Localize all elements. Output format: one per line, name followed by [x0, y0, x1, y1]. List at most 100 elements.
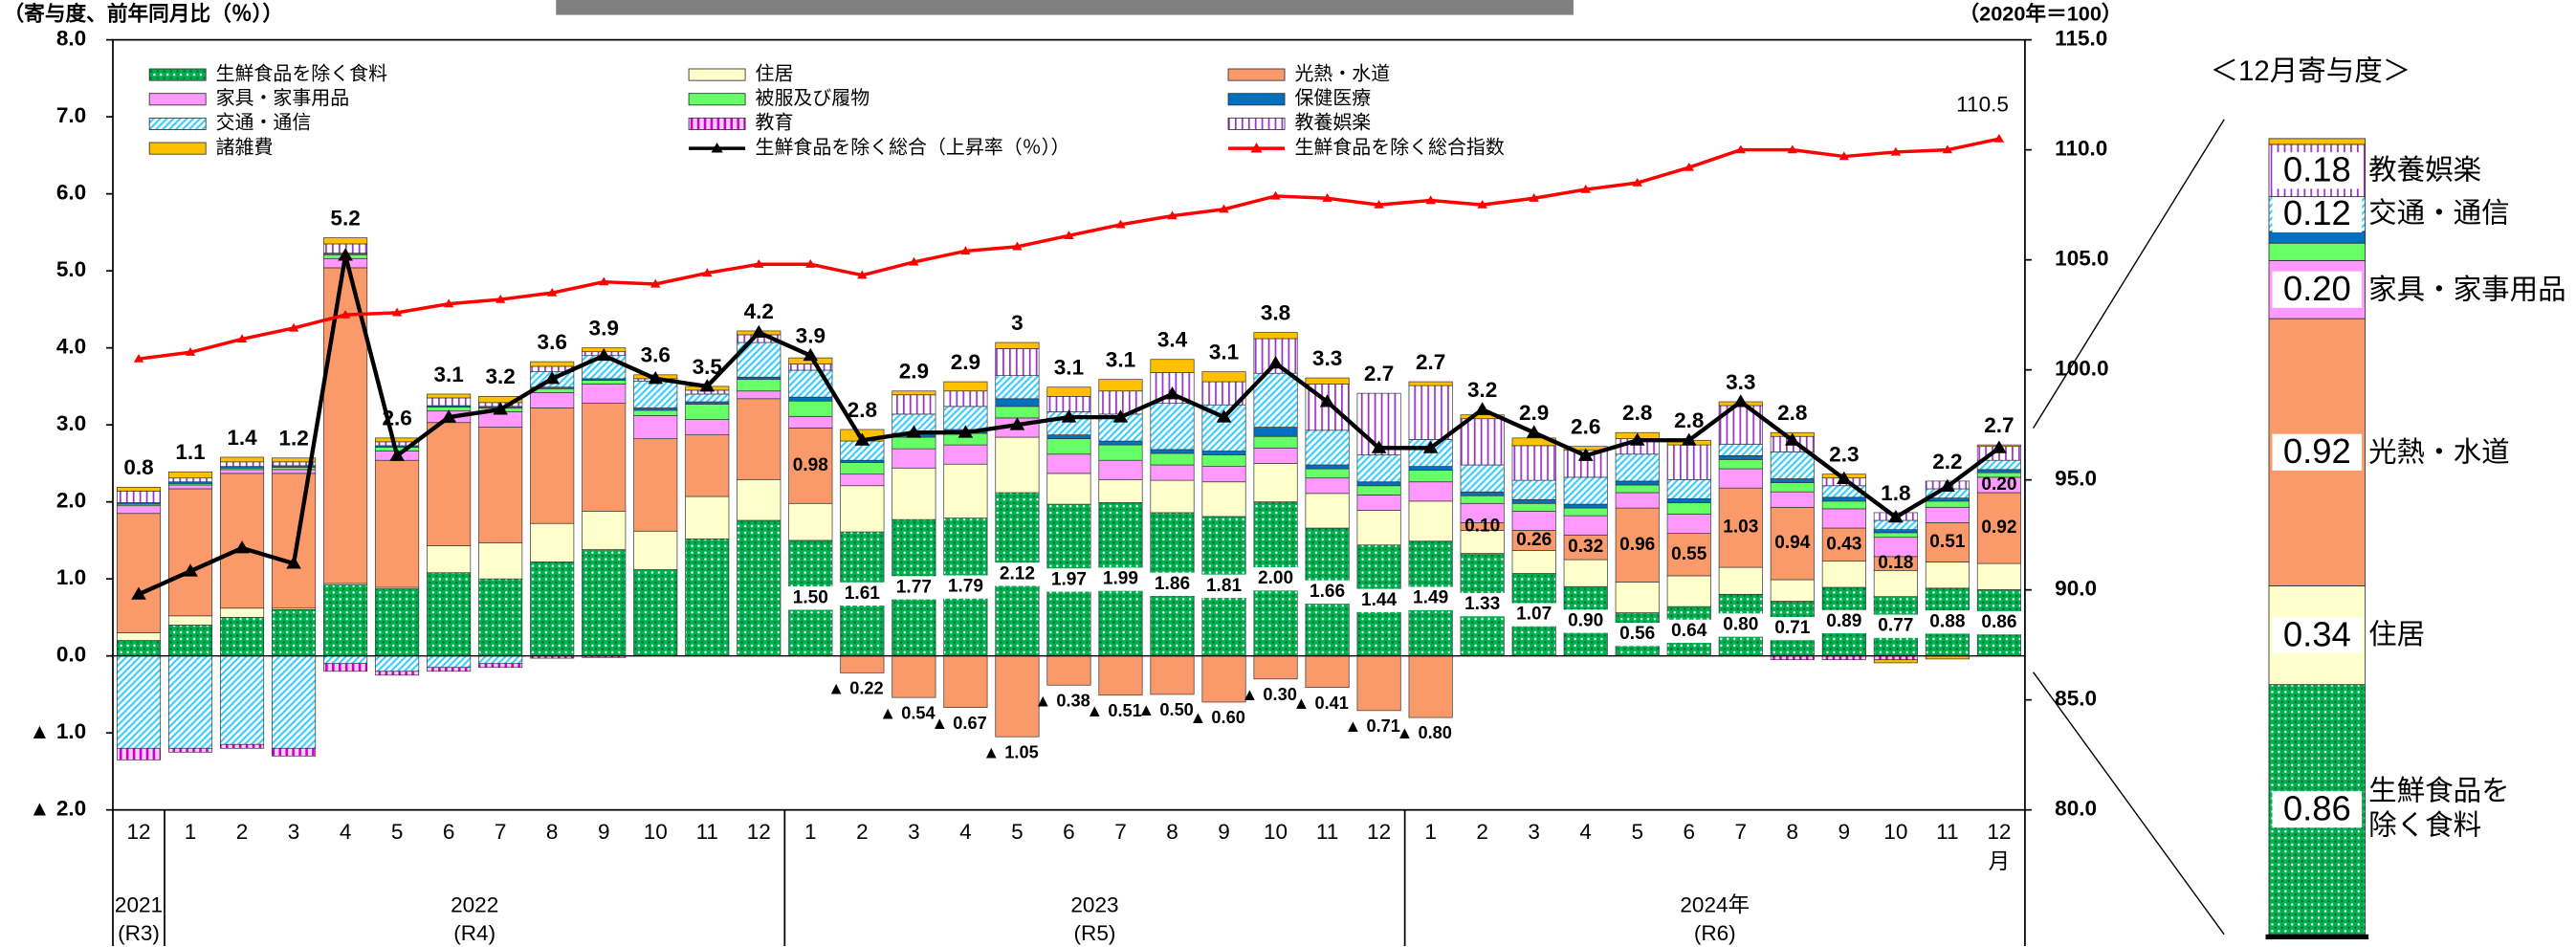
line-value-label: 2.8 — [848, 398, 877, 422]
legend-label: 生鮮食品を除く食料 — [216, 62, 388, 84]
bar-value-label: 1.07 — [1516, 605, 1552, 625]
line-value-label: 3.1 — [433, 363, 463, 386]
bar-segment — [1201, 371, 1246, 383]
bar-segment — [1046, 396, 1091, 412]
x-tick-label: 11 — [1316, 820, 1338, 844]
line-marker — [1115, 219, 1126, 229]
bar-segment — [788, 369, 833, 398]
line-marker — [1784, 432, 1800, 446]
bar-segment — [1046, 473, 1091, 505]
y2-tick-label: 95.0 — [2055, 467, 2097, 491]
line-marker — [1632, 177, 1642, 187]
x-tick-label: 3 — [908, 820, 920, 844]
label-bg — [994, 562, 1041, 586]
bar-value-label: ▲ 0.60 — [1189, 708, 1245, 727]
line-value-label: 3.5 — [693, 355, 722, 379]
x-tick-label: 2 — [236, 820, 249, 844]
bar-segment — [1460, 418, 1505, 466]
y2-tick-label: 85.0 — [2055, 687, 2097, 711]
line-marker — [1322, 193, 1332, 202]
bar-segment — [892, 390, 936, 396]
line-marker — [1993, 133, 2005, 143]
bar-segment — [1770, 482, 1815, 493]
y2-tick-label: 100.0 — [2055, 357, 2108, 381]
bar-segment — [1460, 414, 1505, 420]
legend-swatch — [1227, 68, 1286, 81]
bar-value-label: ▲ 0.80 — [1396, 723, 1452, 742]
label-bg — [1252, 567, 1299, 591]
bar-segment — [1873, 532, 1918, 539]
bar-segment — [1563, 507, 1608, 517]
x-tick-label: 5 — [1011, 820, 1024, 844]
line-value-label: 2.2 — [1932, 450, 1962, 474]
bar-segment — [1046, 438, 1091, 455]
bar-segment — [995, 398, 1040, 407]
line-marker — [1942, 144, 1953, 154]
line-value-label: 110.5 — [1956, 92, 2009, 116]
line-marker — [699, 379, 716, 392]
line-marker — [1684, 162, 1694, 171]
bar-segment — [1718, 455, 1763, 460]
bar-value-label: 1.86 — [1155, 574, 1190, 594]
y-tick-label: 5.0 — [56, 257, 86, 281]
line-value-label: 3.1 — [1209, 340, 1239, 363]
x-tick-label: 9 — [598, 820, 610, 844]
bar-segment — [1460, 491, 1505, 496]
label-bg — [1097, 567, 1144, 591]
bar-segment — [530, 361, 575, 367]
line-value-label: 3.2 — [486, 364, 516, 388]
bar-segment — [633, 438, 678, 532]
y-axis-label: （寄与度、前年同月比（％）） — [3, 1, 283, 25]
connector-line — [2033, 672, 2225, 936]
bar-segment — [582, 384, 627, 404]
label-bg — [891, 576, 937, 600]
line-marker — [650, 278, 661, 288]
bar-segment — [1305, 464, 1350, 470]
line-marker — [1064, 231, 1074, 239]
bar-segment — [530, 562, 575, 657]
line-value-label: 2.6 — [382, 407, 411, 430]
bar-segment — [1356, 495, 1401, 511]
bar-segment — [995, 375, 1040, 400]
bar-segment — [323, 655, 368, 665]
bar-value-label: 0.20 — [1981, 474, 2016, 495]
x-tick-label: 12 — [1367, 820, 1391, 844]
line-marker — [1477, 199, 1487, 209]
label-bg — [1046, 568, 1092, 592]
line-value-label: 1.2 — [278, 427, 308, 451]
line-value-label: 2.7 — [1984, 413, 2014, 437]
panel-value-label: 0.18 — [2283, 150, 2351, 189]
line-value-label: 3.9 — [796, 324, 826, 348]
line-marker — [854, 432, 870, 446]
panel-name-text: 生鮮食品を除く食料 — [2368, 774, 2510, 842]
bar-segment — [1201, 451, 1246, 455]
bar-segment — [375, 437, 420, 443]
bar-segment — [167, 747, 213, 753]
bar-value-label: 1.79 — [948, 577, 983, 597]
legend-label: 諸雑費 — [216, 136, 274, 158]
bar-segment — [220, 461, 265, 467]
bar-segment — [1305, 493, 1350, 529]
panel-name: 住居 — [2368, 618, 2426, 650]
line-value-label: 2.3 — [1829, 443, 1859, 467]
y-tick-label: 0.0 — [56, 643, 86, 667]
bar-segment — [788, 396, 833, 402]
panel-value-label: 0.12 — [2283, 193, 2351, 232]
label-bg — [1200, 574, 1247, 598]
legend-marker — [711, 143, 723, 153]
x-tick-label: 6 — [1683, 820, 1695, 844]
bar-segment — [840, 485, 885, 533]
bar-value-label: 1.99 — [1103, 569, 1138, 589]
bar-segment — [685, 393, 730, 403]
bar-value-label: 0.90 — [1568, 610, 1603, 630]
legend-label: 交通・通信 — [216, 112, 312, 134]
bar-segment — [892, 655, 936, 698]
line-value-label: 1.4 — [227, 426, 257, 450]
legend-label: 生鮮食品を除く総合指数 — [1294, 136, 1504, 158]
panel-name-text: 住居 — [2368, 618, 2426, 650]
bar-value-label: ▲ 0.51 — [1086, 701, 1142, 720]
x-tick-label: 12 — [1987, 820, 2011, 844]
era-label: (R3) — [118, 921, 160, 945]
line-marker — [236, 334, 248, 343]
bar-segment — [1305, 468, 1350, 479]
